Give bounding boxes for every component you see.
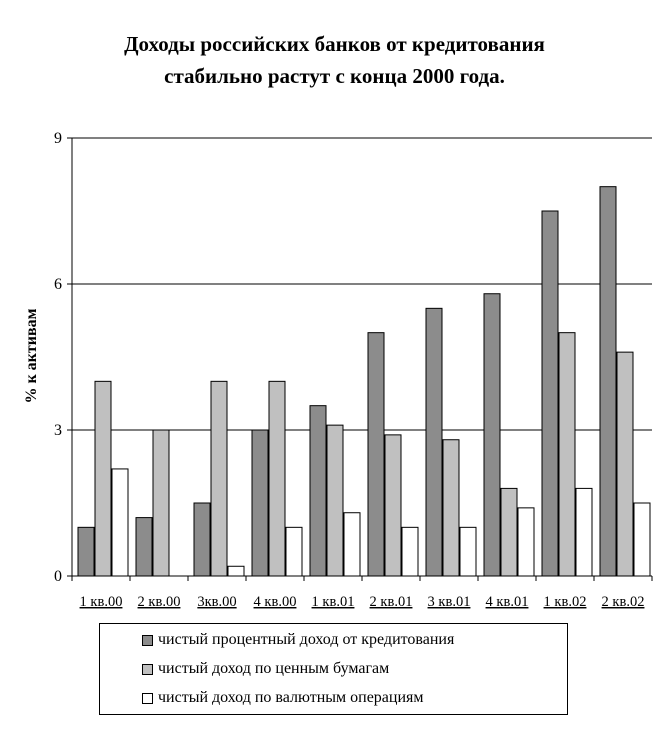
x-tick-label-3: 3кв.00 <box>197 594 236 610</box>
bar-s3-3 <box>227 565 245 577</box>
chart-title-line-1: Доходы российских банков от кредитования <box>124 32 545 56</box>
bar-s2-4 <box>268 380 286 577</box>
bar-s1-7 <box>425 307 443 577</box>
bar-s1-6 <box>367 332 385 577</box>
x-tick-label-7: 3 кв.01 <box>428 594 471 610</box>
x-tick-label-1: 1 кв.00 <box>80 594 123 610</box>
legend-swatch-3 <box>142 692 153 704</box>
x-tick-label-4: 4 кв.00 <box>254 594 297 610</box>
legend-swatch-2 <box>142 663 153 675</box>
bar-s3-4 <box>285 526 303 577</box>
y-axis-label: % к активам <box>23 308 40 403</box>
legend-label-1: чистый процентный доход от кредитования <box>158 631 455 648</box>
legend-item-1: чистый процентный доход от кредитования <box>142 631 454 649</box>
x-tick-label-5: 1 кв.01 <box>312 594 355 610</box>
bar-s1-9 <box>541 210 559 577</box>
bar-s1-1 <box>77 526 95 577</box>
x-tick-label-10: 2 кв.02 <box>602 594 645 610</box>
chart-title: Доходы российских банков от кредитования… <box>0 28 669 92</box>
chart-title-line-2: стабильно растут с конца 2000 года. <box>164 64 505 88</box>
bar-s2-8 <box>500 487 518 577</box>
legend-label-2: чистый доход по ценным бумагам <box>158 660 390 677</box>
legend: чистый процентный доход от кредитования … <box>99 623 568 715</box>
bar-s2-10 <box>616 351 634 577</box>
legend-label-3: чистый доход по валютным операциям <box>158 689 424 706</box>
y-tick-label-3: 9 <box>54 130 62 147</box>
bar-s2-7 <box>442 439 460 577</box>
bar-s2-5 <box>326 424 344 577</box>
bar-s2-1 <box>94 380 112 577</box>
x-tick-label-2: 2 кв.00 <box>138 594 181 610</box>
bar-s2-2 <box>152 429 170 577</box>
x-tick-label-6: 2 кв.01 <box>370 594 413 610</box>
bar-s1-3 <box>193 502 211 577</box>
bars <box>77 186 651 577</box>
x-tick-label-9: 1 кв.02 <box>544 594 587 610</box>
y-tick-label-2: 6 <box>54 276 62 293</box>
axes <box>67 137 653 581</box>
y-tick-label-0: 0 <box>54 568 62 585</box>
bar-s2-6 <box>384 434 402 577</box>
bar-s3-7 <box>459 526 477 577</box>
legend-item-3: чистый доход по валютным операциям <box>142 689 424 707</box>
bar-s1-5 <box>309 405 327 577</box>
bar-s3-9 <box>575 487 593 577</box>
bar-s3-6 <box>401 526 419 577</box>
legend-item-2: чистый доход по ценным бумагам <box>142 660 389 678</box>
bar-s1-2 <box>135 517 153 577</box>
bar-s1-8 <box>483 293 501 577</box>
y-tick-label-1: 3 <box>54 422 62 439</box>
bar-s3-10 <box>633 502 651 577</box>
legend-swatch-1 <box>142 634 153 646</box>
bar-s1-4 <box>251 429 269 577</box>
bar-s3-8 <box>517 507 535 577</box>
y-tick-labels: 0 3 6 9 <box>54 130 62 585</box>
bar-s1-10 <box>599 186 617 577</box>
x-tick-labels: 1 кв.00 2 кв.00 3кв.00 4 кв.00 1 кв.01 2 кв.0… <box>80 594 645 610</box>
bar-s3-1 <box>111 468 129 577</box>
bar-s3-5 <box>343 512 361 577</box>
bar-s2-9 <box>558 332 576 577</box>
bar-s2-3 <box>210 380 228 577</box>
x-tick-label-8: 4 кв.01 <box>486 594 529 610</box>
